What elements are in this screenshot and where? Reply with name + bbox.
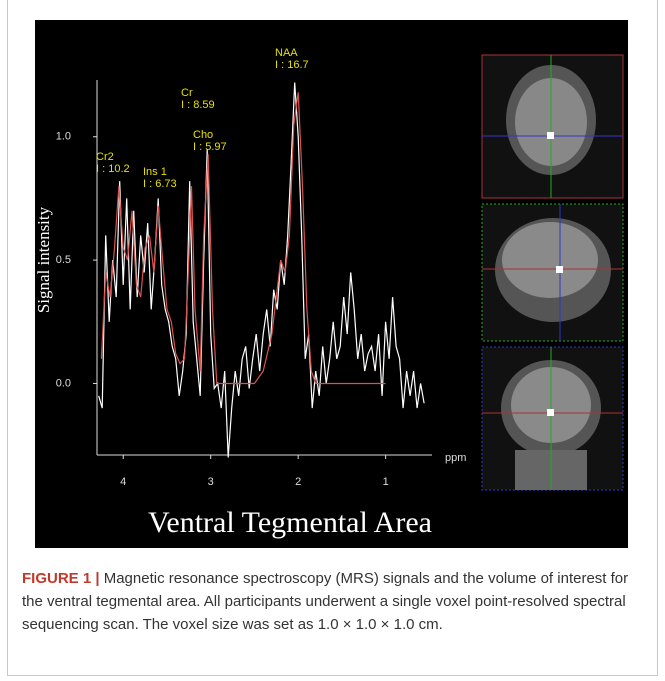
- y-tick-label: 0.5: [56, 254, 71, 266]
- brain-images: [481, 54, 624, 491]
- caption-label: FIGURE 1 |: [22, 570, 100, 587]
- brain-shape: [502, 222, 598, 298]
- peak-intensity: I : 6.73: [143, 178, 177, 190]
- x-tick-label: 4: [120, 476, 126, 488]
- peak-label: NAA: [275, 47, 298, 59]
- y-tick-label: 1.0: [56, 131, 71, 143]
- figure-frame: [7, 0, 658, 676]
- panel-title: Ventral Tegmental Area: [148, 506, 432, 539]
- peak-intensity: I : 8.59: [181, 99, 215, 111]
- x-axis-label: ppm: [445, 452, 466, 464]
- peak-intensity: I : 16.7: [275, 59, 309, 71]
- x-tick-label: 1: [383, 476, 389, 488]
- peak-label: Ins 1: [143, 166, 167, 178]
- peak-label: Cr2: [96, 151, 114, 163]
- y-axis-label: Signal intensity: [35, 206, 53, 313]
- caption-text: Magnetic resonance spectroscopy (MRS) si…: [22, 570, 629, 633]
- figure-panel: Signal intensity ppm Ventral Tegmental A…: [35, 20, 628, 548]
- spectrum-line: [100, 92, 386, 385]
- voxel: [547, 409, 554, 416]
- caption: FIGURE 1 | Magnetic resonance spectrosco…: [22, 567, 634, 636]
- y-tick-label: 0.0: [56, 377, 71, 389]
- voxel: [556, 266, 563, 273]
- voxel: [547, 132, 554, 139]
- peak-intensity: I : 10.2: [96, 163, 130, 175]
- x-tick-label: 2: [295, 476, 301, 488]
- peak-intensity: I : 5.97: [193, 141, 227, 153]
- x-tick-label: 3: [208, 476, 214, 488]
- spectrum-line: [98, 82, 425, 458]
- peak-label: Cr: [181, 87, 193, 99]
- peak-label: Cho: [193, 129, 213, 141]
- spectrum-chart: Signal intensity ppm Ventral Tegmental A…: [35, 47, 624, 539]
